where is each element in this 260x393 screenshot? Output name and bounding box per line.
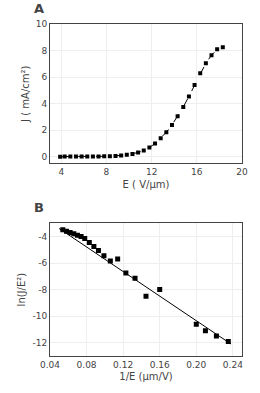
svg-text:E ( V/μm): E ( V/μm) xyxy=(123,179,170,190)
svg-text:20: 20 xyxy=(236,167,248,177)
svg-text:J ( mA/cm²): J ( mA/cm²) xyxy=(20,65,31,122)
svg-text:ln(J/E²): ln(J/E²) xyxy=(16,273,27,307)
svg-text:4: 4 xyxy=(58,167,64,177)
svg-text:B: B xyxy=(34,200,44,215)
svg-text:-10: -10 xyxy=(32,311,47,321)
svg-text:1/E (μm/V): 1/E (μm/V) xyxy=(119,371,172,382)
svg-text:-12: -12 xyxy=(32,338,47,348)
svg-text:2: 2 xyxy=(41,125,47,135)
svg-text:0: 0 xyxy=(41,152,47,162)
svg-text:0.16: 0.16 xyxy=(150,360,170,370)
svg-text:16: 16 xyxy=(191,167,203,177)
svg-text:A: A xyxy=(34,1,44,16)
svg-text:0.24: 0.24 xyxy=(223,360,243,370)
svg-text:0.20: 0.20 xyxy=(186,360,206,370)
svg-text:10: 10 xyxy=(36,19,48,29)
svg-text:0.12: 0.12 xyxy=(113,360,133,370)
svg-text:4: 4 xyxy=(41,99,47,109)
svg-text:0.08: 0.08 xyxy=(77,360,97,370)
svg-text:12: 12 xyxy=(146,167,157,177)
svg-text:6: 6 xyxy=(41,72,47,82)
svg-text:-4: -4 xyxy=(38,232,47,242)
svg-text:8: 8 xyxy=(41,46,47,56)
svg-text:0.04: 0.04 xyxy=(40,360,60,370)
svg-text:8: 8 xyxy=(104,167,110,177)
svg-text:-8: -8 xyxy=(38,285,47,295)
svg-text:-6: -6 xyxy=(38,258,47,268)
